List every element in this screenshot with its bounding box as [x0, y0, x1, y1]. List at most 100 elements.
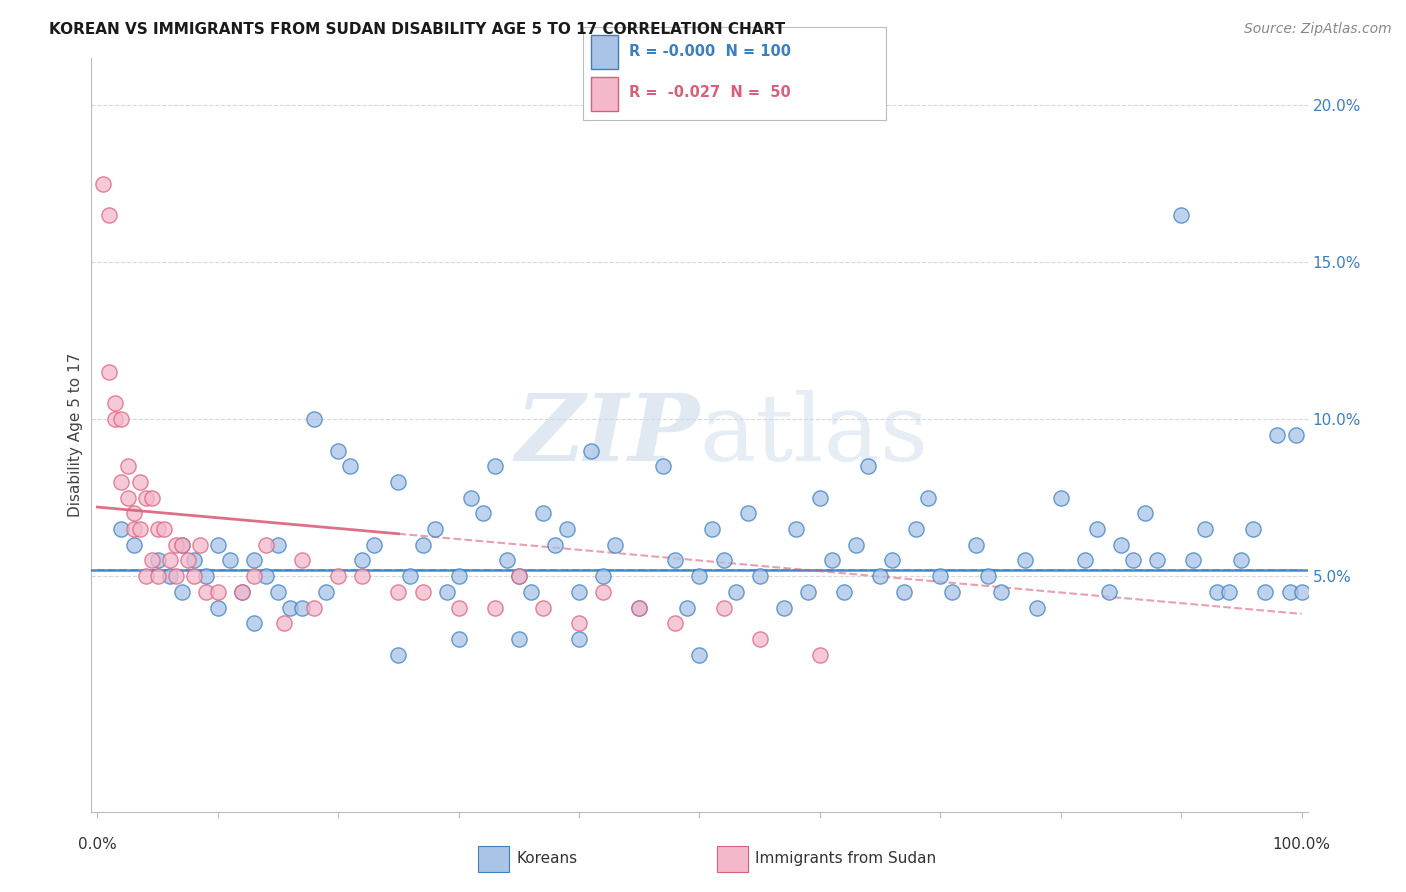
Point: [183, 553, 205, 567]
Point: [207, 538, 229, 552]
Point: [170, 538, 193, 552]
Point: [1109, 538, 1132, 552]
Point: [1170, 208, 1192, 222]
Point: [484, 600, 506, 615]
Point: [772, 600, 794, 615]
Point: [363, 538, 385, 552]
Point: [93, 177, 115, 191]
Point: [267, 538, 290, 552]
Text: ZIP: ZIP: [515, 390, 699, 480]
Point: [785, 522, 807, 536]
Point: [207, 585, 229, 599]
Point: [328, 569, 350, 583]
Point: [832, 585, 855, 599]
Point: [1074, 553, 1097, 567]
Point: [1267, 427, 1289, 442]
Point: [218, 553, 240, 567]
Point: [568, 616, 591, 631]
Point: [447, 569, 470, 583]
Point: [484, 459, 506, 474]
Point: [495, 553, 517, 567]
Point: [243, 569, 266, 583]
Point: [856, 459, 879, 474]
Point: [243, 616, 266, 631]
Point: [447, 600, 470, 615]
Point: [689, 569, 711, 583]
Point: [1230, 553, 1253, 567]
Point: [104, 396, 127, 410]
Point: [387, 648, 409, 662]
Point: [568, 632, 591, 646]
Point: [544, 538, 567, 552]
Point: [165, 569, 187, 583]
Point: [291, 600, 314, 615]
Y-axis label: Disability Age 5 to 17: Disability Age 5 to 17: [67, 352, 83, 517]
Point: [1218, 585, 1240, 599]
Point: [177, 553, 200, 567]
Point: [652, 459, 675, 474]
Point: [1122, 553, 1144, 567]
Point: [165, 538, 187, 552]
Point: [352, 569, 374, 583]
Point: [579, 443, 602, 458]
Text: atlas: atlas: [699, 390, 929, 480]
FancyBboxPatch shape: [591, 78, 619, 111]
Point: [628, 600, 651, 615]
Point: [917, 491, 939, 505]
Point: [122, 507, 145, 521]
Point: [447, 632, 470, 646]
Point: [676, 600, 699, 615]
Point: [555, 522, 578, 536]
Point: [1291, 585, 1313, 599]
Point: [713, 553, 735, 567]
Point: [399, 569, 422, 583]
Point: [1194, 522, 1216, 536]
Point: [231, 585, 253, 599]
Point: [423, 522, 446, 536]
Point: [254, 538, 277, 552]
Point: [146, 522, 169, 536]
Text: KOREAN VS IMMIGRANTS FROM SUDAN DISABILITY AGE 5 TO 17 CORRELATION CHART: KOREAN VS IMMIGRANTS FROM SUDAN DISABILI…: [49, 22, 786, 37]
Point: [128, 475, 150, 489]
Point: [748, 569, 770, 583]
Point: [1098, 585, 1121, 599]
Point: [713, 600, 735, 615]
Point: [508, 632, 530, 646]
Point: [1146, 553, 1168, 567]
Point: [122, 522, 145, 536]
Point: [531, 507, 554, 521]
Point: [520, 585, 543, 599]
Text: R = -0.000  N = 100: R = -0.000 N = 100: [628, 44, 790, 59]
Point: [748, 632, 770, 646]
Point: [737, 507, 759, 521]
Point: [243, 553, 266, 567]
Point: [135, 491, 157, 505]
Text: Koreans: Koreans: [516, 852, 576, 866]
Point: [1206, 585, 1229, 599]
Point: [135, 569, 157, 583]
Point: [159, 569, 181, 583]
Point: [128, 522, 150, 536]
Point: [724, 585, 747, 599]
Point: [412, 538, 434, 552]
Point: [302, 600, 325, 615]
Point: [387, 585, 409, 599]
Point: [267, 585, 290, 599]
Point: [1284, 427, 1306, 442]
Point: [821, 553, 844, 567]
Point: [194, 569, 217, 583]
Text: Immigrants from Sudan: Immigrants from Sudan: [755, 852, 936, 866]
Point: [98, 208, 121, 222]
Point: [605, 538, 627, 552]
Point: [965, 538, 987, 552]
Point: [689, 648, 711, 662]
Point: [929, 569, 952, 583]
Point: [352, 553, 374, 567]
Point: [471, 507, 494, 521]
Point: [664, 616, 686, 631]
Point: [977, 569, 1000, 583]
Point: [845, 538, 868, 552]
Point: [339, 459, 361, 474]
Point: [869, 569, 891, 583]
Point: [1278, 585, 1301, 599]
